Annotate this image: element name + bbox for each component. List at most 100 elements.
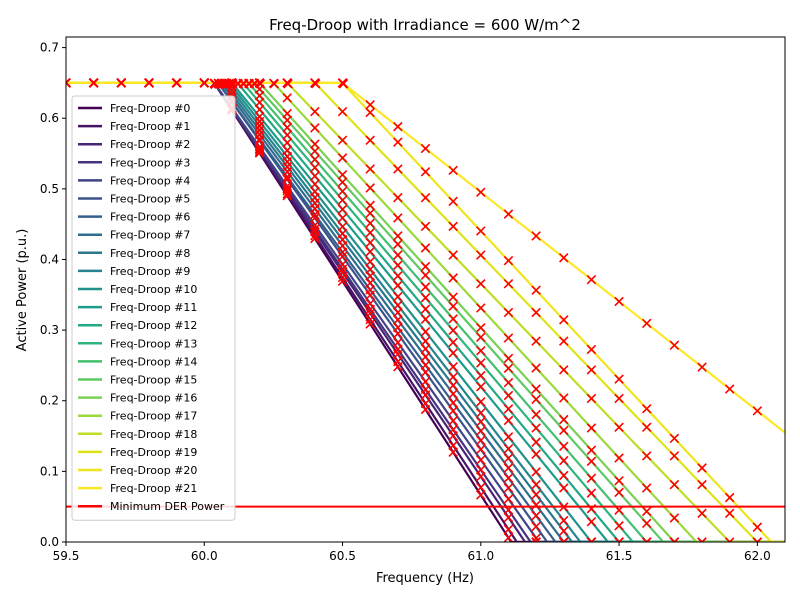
marker xyxy=(614,422,624,432)
x-tick-label: 59.5 xyxy=(53,549,80,563)
marker xyxy=(586,274,597,285)
marker xyxy=(337,186,348,197)
marker xyxy=(393,337,403,348)
marker xyxy=(697,537,707,542)
marker xyxy=(254,97,265,108)
marker xyxy=(724,537,735,542)
marker xyxy=(448,416,458,426)
marker xyxy=(531,384,541,394)
y-axis: 0.0 0.1 0.2 0.3 0.4 0.5 0.6 0.7 xyxy=(40,41,66,549)
marker xyxy=(282,174,292,185)
marker xyxy=(697,463,707,473)
marker xyxy=(310,179,320,189)
marker xyxy=(586,393,597,404)
legend-label: Freq-Droop #14 xyxy=(110,355,197,368)
legend-box xyxy=(71,95,236,521)
marker xyxy=(614,393,624,404)
marker xyxy=(365,135,375,146)
marker xyxy=(337,267,348,278)
marker xyxy=(448,398,458,408)
marker xyxy=(448,348,458,358)
marker xyxy=(254,78,265,88)
marker xyxy=(338,78,349,89)
marker xyxy=(269,79,279,89)
marker xyxy=(669,537,680,542)
legend-label: Freq-Droop #12 xyxy=(110,319,197,332)
marker xyxy=(724,492,735,503)
x-tick-label: 62.0 xyxy=(744,549,771,563)
marker xyxy=(393,271,403,281)
legend: Freq-Droop #0 Freq-Droop #1 Freq-Droop #2 F… xyxy=(71,95,236,521)
marker xyxy=(254,125,265,136)
y-tick-label: 0.1 xyxy=(40,464,59,478)
marker xyxy=(614,487,624,498)
marker xyxy=(420,304,431,314)
marker xyxy=(531,409,541,420)
marker xyxy=(365,227,375,238)
y-tick-label: 0.5 xyxy=(40,182,59,196)
marker xyxy=(476,322,486,333)
marker xyxy=(282,130,292,140)
marker xyxy=(503,255,514,266)
marker xyxy=(476,187,486,197)
marker xyxy=(669,433,680,444)
marker xyxy=(337,106,348,117)
marker xyxy=(365,278,375,288)
marker xyxy=(476,303,486,313)
marker xyxy=(448,301,458,312)
legend-label: Freq-Droop #9 xyxy=(110,265,190,278)
marker xyxy=(697,479,707,490)
marker xyxy=(559,253,569,263)
marker xyxy=(393,315,403,325)
marker xyxy=(393,356,403,367)
marker xyxy=(614,520,624,531)
x-tick-label: 61.5 xyxy=(606,549,633,563)
marker xyxy=(448,273,458,283)
marker xyxy=(420,344,431,354)
marker xyxy=(254,129,265,140)
marker xyxy=(752,537,763,542)
marker xyxy=(448,292,458,302)
legend-label: Freq-Droop #6 xyxy=(110,211,190,224)
marker xyxy=(393,137,403,147)
marker xyxy=(503,473,514,483)
marker xyxy=(420,166,431,177)
marker xyxy=(144,78,154,88)
marker xyxy=(420,336,431,346)
marker xyxy=(586,473,597,484)
marker xyxy=(365,200,375,211)
marker xyxy=(614,453,624,463)
marker xyxy=(614,296,624,307)
marker xyxy=(282,138,292,148)
marker xyxy=(393,291,403,302)
chart-title: Freq-Droop with Irradiance = 600 W/m^2 xyxy=(269,16,581,34)
marker xyxy=(586,423,597,433)
series-group xyxy=(66,78,785,542)
marker xyxy=(531,363,541,373)
marker xyxy=(337,221,348,232)
marker xyxy=(310,154,320,165)
y-tick-label: 0.4 xyxy=(40,252,59,266)
marker xyxy=(503,524,514,535)
marker xyxy=(448,424,458,435)
series-markers-21 xyxy=(66,78,763,416)
marker xyxy=(641,403,652,414)
marker xyxy=(559,515,569,526)
marker xyxy=(365,308,375,319)
marker xyxy=(337,153,348,163)
marker xyxy=(476,455,486,465)
marker xyxy=(586,503,597,514)
marker xyxy=(559,365,569,375)
marker xyxy=(531,307,541,318)
marker xyxy=(503,278,514,289)
marker xyxy=(559,441,569,452)
marker xyxy=(310,139,320,149)
x-axis-label: Frequency (Hz) xyxy=(376,571,474,586)
marker xyxy=(393,250,403,260)
marker xyxy=(365,164,375,174)
marker xyxy=(420,398,431,409)
marker xyxy=(476,408,486,418)
marker xyxy=(448,372,458,382)
marker xyxy=(503,363,514,374)
